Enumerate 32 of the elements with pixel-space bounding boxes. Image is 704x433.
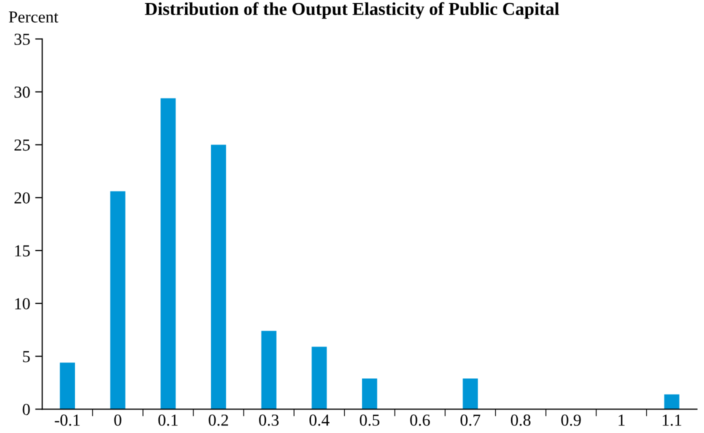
x-tick-label: 0.1 bbox=[158, 414, 178, 426]
x-tick-label: 0.5 bbox=[360, 414, 380, 426]
x-tick-label: 0 bbox=[114, 414, 122, 426]
y-tick-label: 35 bbox=[14, 34, 30, 45]
y-tick-label: 30 bbox=[14, 86, 30, 98]
y-tick-label: 25 bbox=[14, 139, 30, 151]
bar bbox=[210, 144, 226, 410]
y-tick-label: 5 bbox=[23, 351, 30, 362]
x-tick-label: 1.1 bbox=[662, 414, 682, 426]
x-tick-label: 0.4 bbox=[309, 414, 330, 426]
bar bbox=[261, 330, 276, 410]
y-tick-label: 15 bbox=[15, 245, 30, 256]
x-tick-label: 1 bbox=[618, 414, 625, 426]
x-tick-label: 0.7 bbox=[460, 414, 480, 426]
bar bbox=[664, 394, 680, 410]
y-axis-title: Percent bbox=[8, 12, 58, 23]
y-tick-label: 0 bbox=[22, 404, 30, 416]
x-tick-label: -0.1 bbox=[54, 414, 80, 426]
x-tick-label: 0.3 bbox=[259, 414, 279, 426]
bar bbox=[462, 378, 478, 410]
bar bbox=[312, 346, 327, 410]
y-tick-label: 20 bbox=[14, 192, 30, 204]
x-tick-label: 0.9 bbox=[561, 414, 581, 426]
x-tick-label: 0.2 bbox=[208, 414, 228, 426]
x-tick-label: 0.6 bbox=[410, 414, 430, 426]
x-tick-label: 0.8 bbox=[510, 414, 530, 426]
bar bbox=[362, 378, 378, 410]
y-tick-label: 10 bbox=[15, 298, 30, 310]
bar bbox=[110, 191, 126, 410]
bar bbox=[60, 362, 75, 410]
bar bbox=[160, 98, 176, 410]
chart-title: Distribution of the Output Elasticity of Public Capital bbox=[144, 2, 560, 19]
